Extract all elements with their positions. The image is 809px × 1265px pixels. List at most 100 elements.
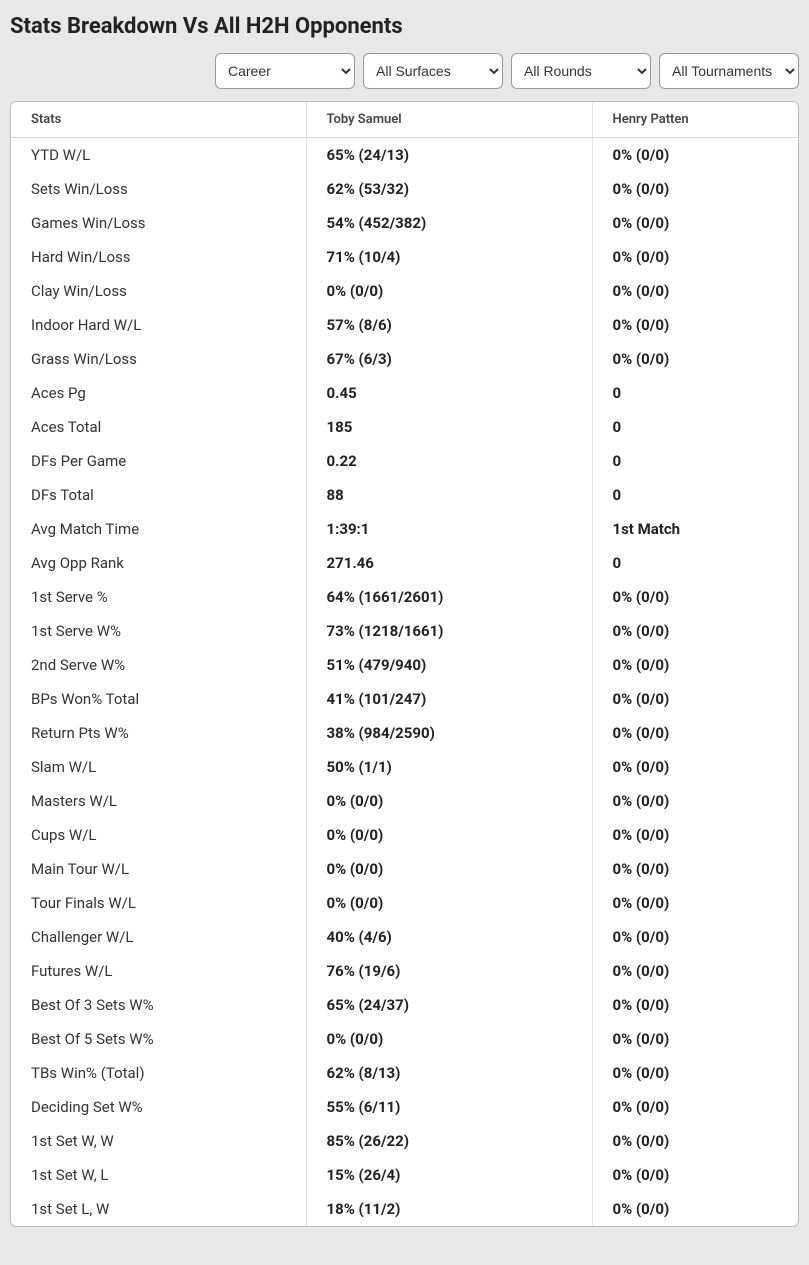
stat-value-p2: 0% (0/0) [592,172,798,206]
stat-label: 1st Serve % [11,580,306,614]
table-row: Futures W/L76% (19/6)0% (0/0) [11,954,798,988]
stat-value-p1: 50% (1/1) [306,750,592,784]
stat-label: Clay Win/Loss [11,274,306,308]
stat-value-p1: 1:39:1 [306,512,592,546]
stat-value-p1: 0% (0/0) [306,274,592,308]
stat-label: 1st Set W, L [11,1158,306,1192]
stat-value-p2: 0% (0/0) [592,138,798,173]
stat-label: Cups W/L [11,818,306,852]
filter-bar: Career All Surfaces All Rounds All Tourn… [10,53,799,89]
stat-value-p1: 15% (26/4) [306,1158,592,1192]
table-row: Sets Win/Loss62% (53/32)0% (0/0) [11,172,798,206]
stat-value-p1: 65% (24/13) [306,138,592,173]
stat-value-p2: 0% (0/0) [592,240,798,274]
stat-value-p1: 51% (479/940) [306,648,592,682]
table-row: DFs Per Game0.220 [11,444,798,478]
stat-value-p2: 0% (0/0) [592,920,798,954]
table-row: Tour Finals W/L0% (0/0)0% (0/0) [11,886,798,920]
surface-select[interactable]: All Surfaces [363,53,503,89]
table-row: Cups W/L0% (0/0)0% (0/0) [11,818,798,852]
stat-value-p2: 0% (0/0) [592,614,798,648]
stat-value-p2: 0% (0/0) [592,1158,798,1192]
stat-value-p1: 62% (8/13) [306,1056,592,1090]
table-row: YTD W/L65% (24/13)0% (0/0) [11,138,798,173]
stat-label: Hard Win/Loss [11,240,306,274]
stat-value-p1: 73% (1218/1661) [306,614,592,648]
stat-label: Futures W/L [11,954,306,988]
table-row: Aces Pg0.450 [11,376,798,410]
stat-value-p1: 0% (0/0) [306,818,592,852]
table-row: Hard Win/Loss71% (10/4)0% (0/0) [11,240,798,274]
stat-label: Avg Opp Rank [11,546,306,580]
stat-value-p1: 0% (0/0) [306,852,592,886]
table-row: TBs Win% (Total)62% (8/13)0% (0/0) [11,1056,798,1090]
stat-label: 2nd Serve W% [11,648,306,682]
stat-value-p1: 88 [306,478,592,512]
table-row: DFs Total880 [11,478,798,512]
stat-value-p1: 67% (6/3) [306,342,592,376]
stat-value-p1: 57% (8/6) [306,308,592,342]
stat-value-p1: 71% (10/4) [306,240,592,274]
stat-value-p1: 62% (53/32) [306,172,592,206]
stat-value-p1: 64% (1661/2601) [306,580,592,614]
stat-value-p2: 0% (0/0) [592,784,798,818]
stat-value-p1: 0% (0/0) [306,1022,592,1056]
stat-label: Tour Finals W/L [11,886,306,920]
stat-value-p2: 0% (0/0) [592,852,798,886]
stat-label: 1st Serve W% [11,614,306,648]
header-player1: Toby Samuel [306,102,592,138]
stat-value-p2: 0% (0/0) [592,1192,798,1226]
stat-label: Avg Match Time [11,512,306,546]
stat-label: Best Of 5 Sets W% [11,1022,306,1056]
stat-value-p1: 65% (24/37) [306,988,592,1022]
stat-value-p2: 0% (0/0) [592,1124,798,1158]
table-row: Masters W/L0% (0/0)0% (0/0) [11,784,798,818]
stat-value-p2: 0% (0/0) [592,1056,798,1090]
stat-value-p2: 0 [592,444,798,478]
stat-value-p1: 55% (6/11) [306,1090,592,1124]
tournament-select[interactable]: All Tournaments [659,53,799,89]
table-row: Best Of 3 Sets W%65% (24/37)0% (0/0) [11,988,798,1022]
table-row: BPs Won% Total41% (101/247)0% (0/0) [11,682,798,716]
stat-value-p2: 0% (0/0) [592,1022,798,1056]
stat-value-p2: 0% (0/0) [592,954,798,988]
stat-label: Deciding Set W% [11,1090,306,1124]
stat-value-p1: 0.22 [306,444,592,478]
stats-container: Stats Breakdown Vs All H2H Opponents Car… [0,0,809,1245]
table-row: Avg Opp Rank271.460 [11,546,798,580]
stat-value-p1: 76% (19/6) [306,954,592,988]
stat-value-p2: 0% (0/0) [592,682,798,716]
stat-label: DFs Total [11,478,306,512]
stat-label: BPs Won% Total [11,682,306,716]
round-select[interactable]: All Rounds [511,53,651,89]
stat-label: Aces Pg [11,376,306,410]
table-row: Clay Win/Loss0% (0/0)0% (0/0) [11,274,798,308]
stat-value-p2: 0% (0/0) [592,308,798,342]
stat-value-p2: 1st Match [592,512,798,546]
stat-label: 1st Set L, W [11,1192,306,1226]
stat-value-p2: 0% (0/0) [592,274,798,308]
stat-value-p2: 0% (0/0) [592,886,798,920]
stat-value-p2: 0 [592,546,798,580]
table-row: 1st Serve %64% (1661/2601)0% (0/0) [11,580,798,614]
stat-value-p2: 0% (0/0) [592,750,798,784]
stat-label: Best Of 3 Sets W% [11,988,306,1022]
stat-value-p1: 38% (984/2590) [306,716,592,750]
stat-value-p1: 0% (0/0) [306,784,592,818]
stat-value-p1: 0% (0/0) [306,886,592,920]
table-row: Best Of 5 Sets W%0% (0/0)0% (0/0) [11,1022,798,1056]
stat-value-p1: 41% (101/247) [306,682,592,716]
stat-value-p1: 54% (452/382) [306,206,592,240]
career-select[interactable]: Career [215,53,355,89]
table-row: Deciding Set W%55% (6/11)0% (0/0) [11,1090,798,1124]
stat-value-p2: 0% (0/0) [592,1090,798,1124]
table-row: 1st Set W, L15% (26/4)0% (0/0) [11,1158,798,1192]
stat-label: Sets Win/Loss [11,172,306,206]
stat-value-p1: 40% (4/6) [306,920,592,954]
stat-value-p1: 185 [306,410,592,444]
stat-value-p2: 0% (0/0) [592,342,798,376]
table-header-row: Stats Toby Samuel Henry Patten [11,102,798,138]
stat-value-p1: 271.46 [306,546,592,580]
stat-value-p1: 18% (11/2) [306,1192,592,1226]
stat-value-p2: 0% (0/0) [592,648,798,682]
